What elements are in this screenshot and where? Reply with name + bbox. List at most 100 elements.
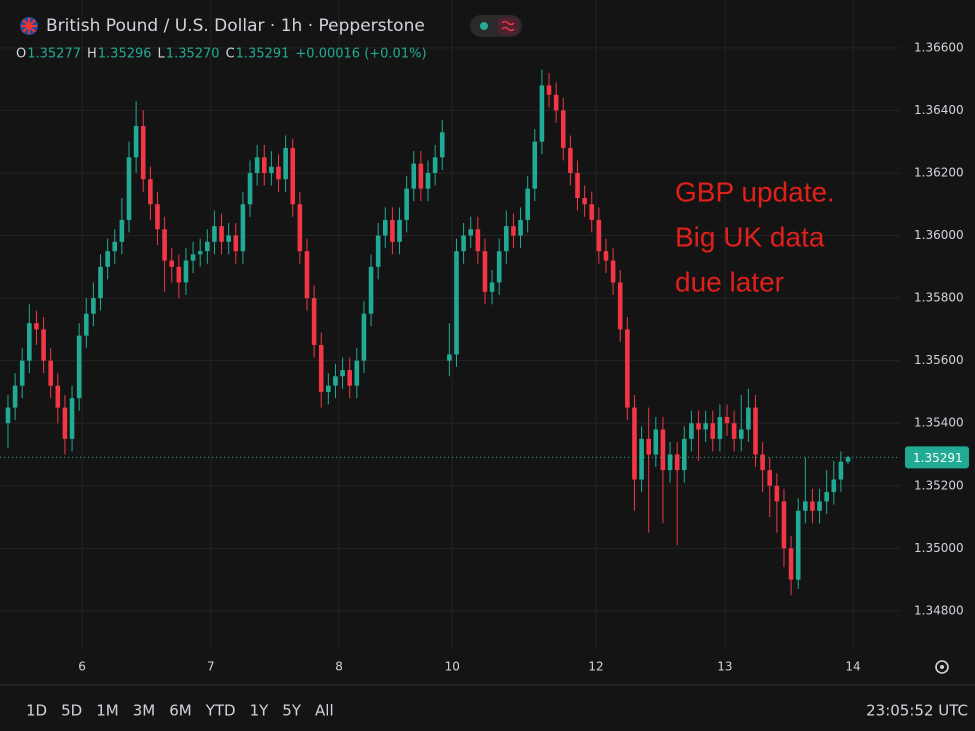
x-tick-label: 6 [78, 660, 86, 674]
candle-body [27, 323, 32, 361]
candle-body [425, 172, 431, 189]
candle-body [518, 219, 523, 236]
candle-body [311, 298, 317, 346]
ohlc-key: O [16, 47, 26, 62]
candle-body [674, 454, 680, 471]
candle-body [746, 407, 751, 430]
y-tick-label: 1.36400 [914, 103, 964, 117]
candle-body [589, 204, 595, 220]
candle-body [105, 251, 110, 267]
candle-body [681, 438, 687, 471]
grid [0, 0, 900, 650]
clock: 23:05:52 UTC [866, 702, 968, 720]
range-button[interactable]: 1D [26, 702, 47, 720]
y-tick-label: 1.36600 [914, 40, 964, 54]
candle-body [297, 204, 303, 252]
last-price-box [905, 446, 969, 469]
candle-body [810, 501, 815, 511]
settings-button[interactable] [935, 660, 949, 674]
candle-body [553, 94, 559, 111]
candle-body [632, 407, 637, 480]
range-button[interactable]: 1M [96, 702, 119, 720]
range-button[interactable]: All [315, 702, 334, 720]
candle-body [418, 163, 424, 189]
candle-body [774, 485, 780, 502]
candle-body [326, 385, 331, 392]
range-button[interactable]: 3M [133, 702, 156, 720]
y-tick-label: 1.36200 [914, 165, 964, 179]
candle-body [511, 226, 516, 236]
candle-body [91, 298, 96, 314]
candle-body [625, 329, 630, 408]
candle-body [411, 163, 417, 189]
candle-body [817, 501, 822, 511]
ohlc-legend: O 1.35277 H 1.35296 L 1.35270 C 1.35291 +0.00016… [16, 47, 427, 62]
candle-body [269, 166, 274, 173]
y-tick-label: 1.35600 [914, 353, 964, 367]
x-tick-label: 8 [335, 660, 343, 674]
candle-body [375, 235, 381, 267]
candle-body [539, 85, 545, 142]
y-tick-label: 1.35400 [914, 416, 964, 430]
range-button[interactable]: 6M [169, 702, 192, 720]
candle-body [461, 235, 466, 252]
candle-body [447, 354, 452, 361]
candle-body [261, 157, 267, 173]
candle-body [717, 416, 723, 439]
candle-body [240, 204, 246, 252]
candle-body [504, 226, 509, 252]
ohlc-value: 1.35291 [236, 47, 290, 62]
feed-icon [501, 20, 515, 32]
candle-body [575, 172, 580, 199]
gear-hub [940, 665, 944, 669]
candle-body [69, 398, 75, 439]
range-button[interactable]: 5Y [282, 702, 302, 720]
candle-body [34, 323, 39, 330]
candle-body [140, 126, 146, 180]
candle-body [646, 438, 651, 455]
x-tick-label: 13 [717, 660, 732, 674]
candle-body [283, 147, 288, 180]
annotation-line: Big UK data [675, 221, 825, 252]
candle-body [333, 376, 338, 386]
candle-body [724, 416, 730, 424]
candle-body [382, 219, 388, 236]
candle-body [62, 407, 68, 439]
candle-body [603, 251, 609, 261]
candle-body [667, 454, 673, 471]
y-tick-label: 1.34800 [914, 603, 964, 617]
candle-body [12, 385, 18, 408]
y-tick-label: 1.35200 [914, 478, 964, 492]
range-button[interactable]: 1Y [250, 702, 270, 720]
range-button[interactable]: 5D [61, 702, 82, 720]
candle-body [568, 147, 573, 173]
ohlc-change: +0.00016 (+0.01%) [295, 47, 426, 62]
y-tick-label: 1.35800 [914, 291, 964, 305]
candle-body [48, 360, 53, 386]
candle-body [532, 141, 538, 189]
candle-body [738, 429, 744, 439]
ohlc-key: C [226, 47, 235, 62]
candle-body [525, 188, 530, 220]
ohlc-value: 1.35270 [166, 47, 220, 62]
candle-body [439, 132, 445, 158]
candle-body [361, 313, 367, 361]
candle-body [475, 229, 481, 252]
candle-body [781, 501, 787, 549]
candle-body [703, 423, 708, 430]
candle-body [119, 219, 125, 242]
candle-body [617, 282, 623, 330]
candle-body [254, 157, 260, 173]
candle-body [696, 423, 701, 430]
candle-body [496, 251, 502, 283]
candle-body [290, 147, 296, 205]
gear-ring [935, 660, 949, 674]
candle-body [169, 260, 175, 267]
annotation-line: GBP update. [675, 176, 835, 207]
candle-body [767, 470, 773, 486]
candle-body [197, 251, 203, 255]
candle-body [610, 260, 616, 283]
flag-cross [21, 18, 37, 34]
range-button[interactable]: YTD [205, 702, 236, 720]
